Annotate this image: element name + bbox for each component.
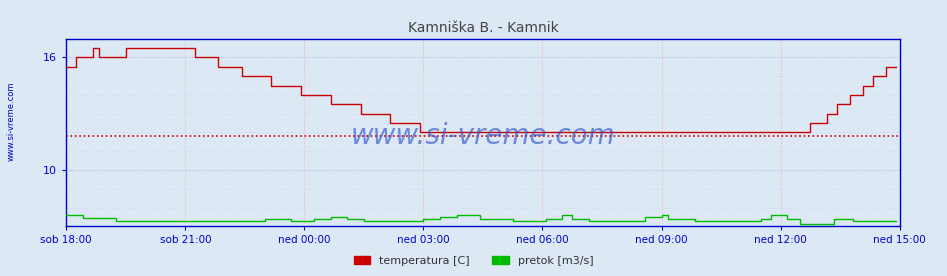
Title: Kamniška B. - Kamnik: Kamniška B. - Kamnik [407, 21, 559, 35]
Legend: temperatura [C], pretok [m3/s]: temperatura [C], pretok [m3/s] [349, 251, 598, 270]
Text: www.si-vreme.com: www.si-vreme.com [7, 82, 16, 161]
Text: www.si-vreme.com: www.si-vreme.com [350, 122, 616, 150]
